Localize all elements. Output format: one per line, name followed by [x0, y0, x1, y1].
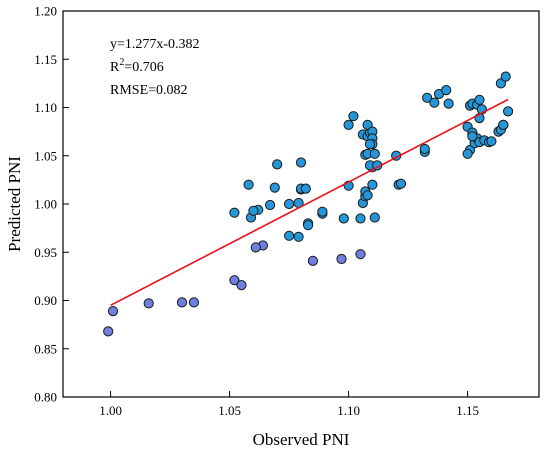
x-axis-label: Observed PNI	[253, 430, 350, 449]
data-point	[272, 159, 283, 170]
data-point	[300, 183, 311, 194]
data-point	[103, 326, 114, 337]
data-point	[284, 198, 295, 210]
plot-area	[103, 71, 514, 337]
data-point	[500, 71, 511, 82]
data-point	[343, 119, 354, 131]
data-point	[293, 231, 304, 242]
data-point	[498, 119, 509, 131]
data-point	[429, 97, 440, 108]
y-tick-label: 0.90	[34, 293, 57, 308]
data-point	[229, 275, 240, 286]
data-point	[355, 249, 366, 260]
x-tick-label: 1.15	[456, 403, 479, 418]
data-point	[362, 190, 373, 201]
data-point	[462, 148, 473, 159]
data-point	[303, 220, 314, 231]
data-point	[107, 306, 119, 317]
data-point	[176, 297, 188, 308]
x-tick-label: 1.10	[337, 403, 360, 418]
fit-equation: y=1.277x-0.382	[110, 37, 200, 52]
x-tick-label: 1.00	[99, 403, 122, 418]
data-point	[441, 85, 452, 96]
y-tick-label: 1.10	[34, 100, 57, 115]
r-squared-label: R2=0.706	[110, 57, 164, 75]
data-point	[307, 255, 318, 266]
data-point	[243, 179, 254, 190]
fit-annotations: y=1.277x-0.382 R2=0.706 RMSE=0.082	[110, 37, 200, 98]
data-point	[317, 206, 328, 217]
data-point	[269, 182, 280, 193]
data-point	[419, 143, 430, 155]
y-tick-label: 1.00	[34, 197, 57, 212]
data-point	[367, 179, 378, 190]
data-point	[495, 78, 506, 89]
data-point	[467, 131, 478, 142]
y-tick-label: 0.85	[34, 341, 57, 356]
data-point	[443, 98, 454, 109]
data-point	[355, 213, 366, 224]
data-point	[422, 92, 433, 103]
regression-line	[110, 98, 509, 307]
data-point	[236, 280, 247, 291]
data-point	[188, 297, 199, 308]
data-point	[369, 148, 380, 159]
data-point	[265, 199, 276, 211]
data-point	[486, 136, 497, 147]
data-point	[369, 212, 380, 223]
y-tick-label: 1.20	[34, 4, 57, 19]
x-axis: 1.00 1.05 1.10 1.15	[99, 391, 479, 418]
data-point	[503, 106, 514, 117]
data-point	[338, 213, 349, 224]
data-point	[248, 205, 259, 216]
data-point	[295, 157, 307, 168]
data-point	[284, 230, 295, 241]
data-point	[474, 94, 485, 105]
data-point	[364, 139, 376, 150]
y-axis: 0.80 0.85 0.90 0.95 1.00 1.05 1.10 1.15 1.20	[34, 4, 69, 405]
y-tick-label: 1.15	[34, 52, 57, 67]
data-point	[395, 178, 407, 189]
data-point	[229, 207, 240, 218]
rmse-label: RMSE=0.082	[110, 83, 188, 98]
x-tick-label: 1.05	[218, 403, 241, 418]
data-point	[336, 253, 347, 265]
y-tick-label: 1.05	[34, 148, 57, 163]
y-tick-label: 0.80	[34, 390, 57, 405]
y-axis-label: Predicted PNI	[5, 156, 24, 252]
y-tick-label: 0.95	[34, 245, 57, 260]
data-point	[143, 298, 154, 309]
data-point	[250, 242, 261, 253]
data-point	[348, 111, 359, 122]
